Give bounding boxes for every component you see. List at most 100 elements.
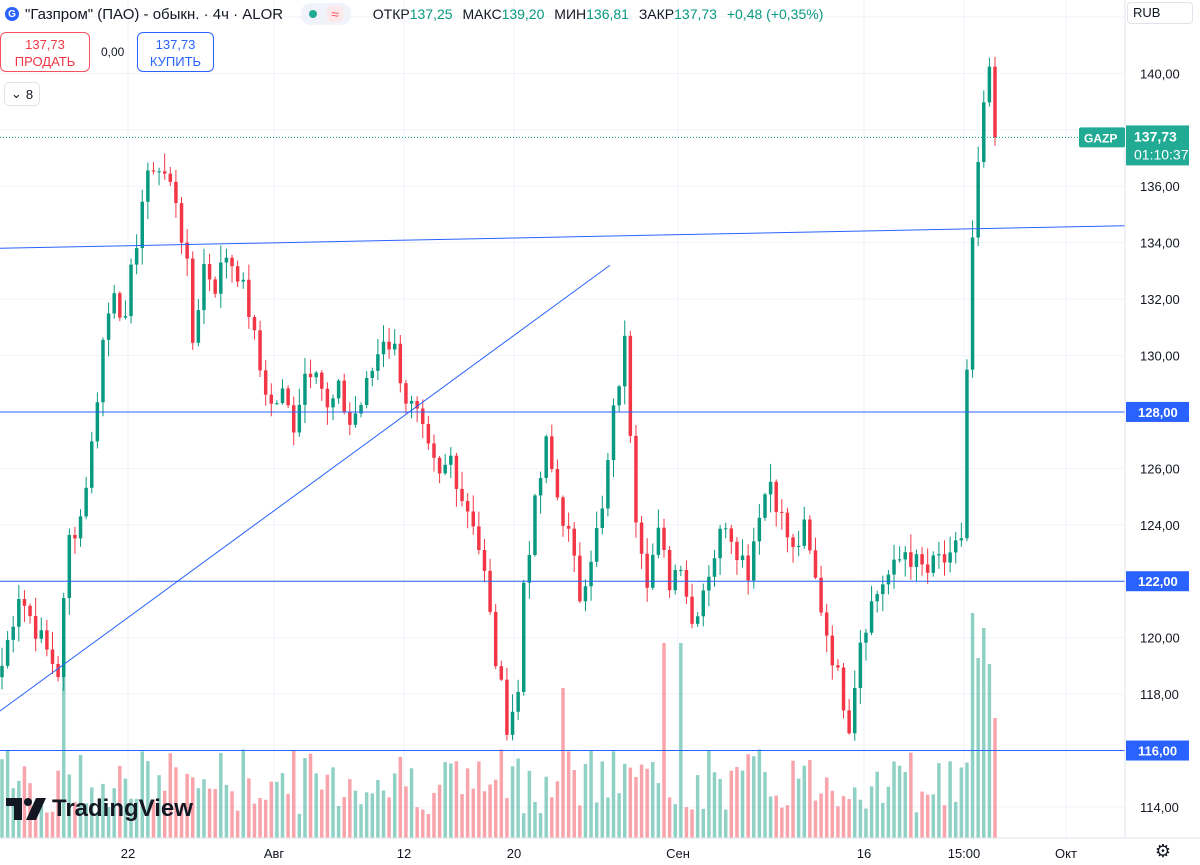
candle [875,594,879,602]
candle [11,626,15,640]
volume-bar [544,776,548,838]
candle [308,373,313,378]
volume-bar [45,812,49,838]
candle [718,528,722,559]
time-tick-label: Авг [264,846,285,861]
volume-bar [151,800,156,838]
candle [920,554,924,565]
candle [611,405,616,461]
volume-bar [920,791,924,838]
indicators-toggle[interactable]: ⌄ 8 [5,83,39,105]
candle [61,598,66,678]
candle [415,400,419,409]
candle [987,66,992,103]
volume-bar [353,790,358,838]
volume-bar [359,804,363,838]
level-badge [1126,571,1189,592]
candle [291,405,296,433]
last-price-label: 137,73 [1134,128,1177,144]
candle [662,527,666,550]
time-tick-label: Сен [666,846,690,861]
candle [392,343,397,350]
volume-bar [819,793,823,838]
volume-bar [168,753,173,838]
candle [780,511,784,513]
candle [314,372,318,378]
volume-bar [965,762,969,838]
volume-bar [280,773,285,838]
buy-label: КУПИТЬ [149,54,202,69]
price-tick-label: 130,00 [1140,349,1180,364]
volume-bar [909,752,913,838]
tradingview-logo[interactable]: TradingView [6,795,193,823]
ticker-badge-label: GAZP [1084,131,1117,145]
drawings[interactable] [0,225,1126,752]
time-axis[interactable]: 22 Авг 12 20 Сен 16 15:00 Окт [0,837,1200,865]
trend-line-resistance[interactable] [0,225,1126,249]
volume-bar [454,761,459,838]
candle [488,570,492,612]
volume-bar [522,813,526,838]
volume-bar [471,788,475,838]
candle [914,554,919,567]
currency-selector[interactable]: RUB [1127,2,1193,24]
candle [752,541,756,581]
candle [67,534,72,599]
candle [516,691,520,712]
volume-bar [11,788,15,838]
volume-bar [437,784,442,838]
volume-bar [482,791,487,838]
volume-bar [28,783,32,838]
price-axis[interactable]: 114,00 116,00 118,00 120,00 122,00 124,00 126,… [1079,0,1200,865]
sell-button[interactable]: 137,73 ПРОДАТЬ [0,32,90,72]
volume-bar [213,789,217,838]
volume-bar [112,788,116,838]
volume-bar [959,767,964,838]
candle [813,550,818,578]
volume-bar [925,794,930,838]
volume-bar [78,754,83,838]
price-tick-label: 124,00 [1140,518,1180,533]
trend-line-support[interactable] [0,264,611,712]
candle [50,649,55,664]
volume-bar [953,801,958,838]
volume-bar [628,767,633,838]
level-badge-label: 128,00 [1138,405,1178,420]
candle [275,403,279,405]
symbol-title[interactable]: "Газпром" (ПАО) - обыкн. · 4ч · ALOR [25,5,284,23]
candle [28,605,32,617]
candle [589,561,593,587]
volume-bar [235,810,240,838]
volume-bar [320,789,324,838]
symbol-logo-icon[interactable]: G [5,7,19,21]
buy-button[interactable]: 137,73 КУПИТЬ [137,32,214,72]
market-status[interactable]: ≈ [301,3,351,25]
volume-bar [645,768,649,838]
volume-bar [129,798,133,838]
candle [690,596,694,624]
candle [729,528,734,542]
candle [263,370,268,395]
volume-bar [505,798,509,838]
volume-bar [432,792,436,838]
candle [555,468,560,498]
volume-bar [348,779,352,838]
time-tick-label: 12 [397,846,411,861]
price-tick-label: 114,00 [1140,800,1179,815]
candle [578,555,582,602]
volume-bar [639,764,644,838]
candle [140,201,144,249]
settings-gear-icon[interactable]: ⚙ [1154,841,1172,861]
candle [695,616,700,624]
candle [522,582,526,692]
volume-bar [426,813,431,838]
candle [162,171,167,174]
candle [269,394,274,404]
candle [336,380,341,399]
candle [858,642,863,688]
volume-bar [336,805,341,838]
candle [286,388,290,406]
candle [84,487,88,517]
volume-bar [785,805,790,838]
